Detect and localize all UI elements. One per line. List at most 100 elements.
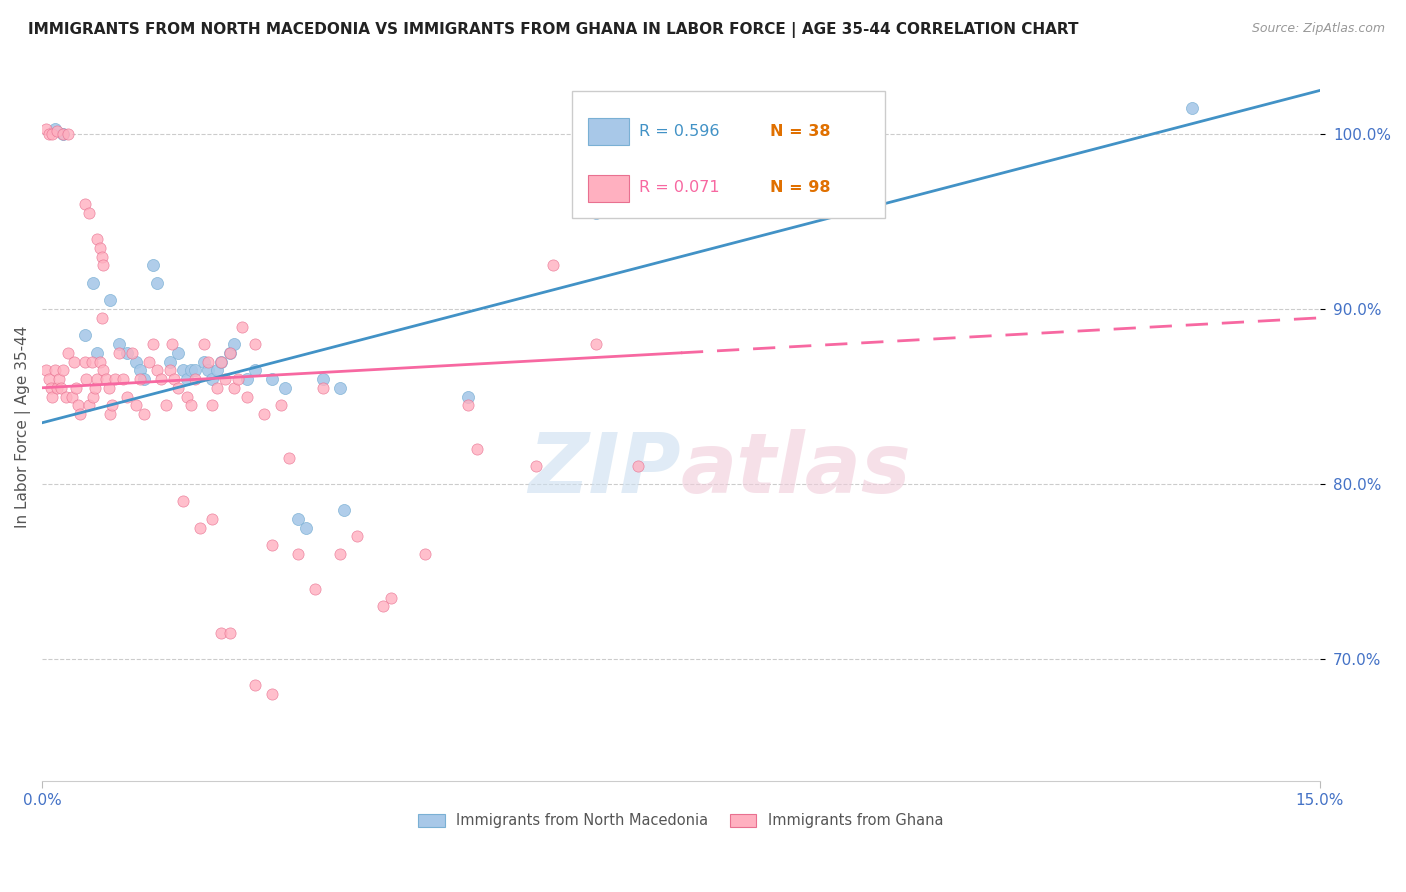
Point: [146, 276, 169, 290]
Point: [201, 372, 224, 386]
Point: [46, 124, 69, 138]
Point: [101, 398, 124, 412]
Point: [262, 687, 284, 701]
Point: [312, 372, 335, 386]
Point: [218, 346, 240, 360]
Point: [180, 398, 202, 412]
Point: [172, 494, 194, 508]
Point: [49, 381, 72, 395]
Point: [142, 258, 165, 272]
Point: [142, 337, 165, 351]
Point: [46, 381, 69, 395]
Text: IMMIGRANTS FROM NORTH MACEDONIA VS IMMIGRANTS FROM GHANA IN LABOR FORCE | AGE 35: IMMIGRANTS FROM NORTH MACEDONIA VS IMMIG…: [28, 22, 1078, 38]
Point: [93, 363, 115, 377]
Point: [262, 372, 284, 386]
Point: [163, 372, 186, 386]
FancyBboxPatch shape: [572, 91, 886, 219]
Point: [209, 354, 232, 368]
Point: [193, 354, 215, 368]
Point: [56, 346, 79, 360]
Point: [117, 390, 139, 404]
Point: [38, 372, 60, 386]
Point: [346, 529, 368, 543]
Point: [180, 363, 202, 377]
Point: [82, 390, 104, 404]
Point: [188, 521, 211, 535]
Point: [270, 398, 292, 412]
Point: [86, 346, 108, 360]
Point: [201, 512, 224, 526]
Point: [201, 398, 224, 412]
Point: [77, 398, 100, 412]
Point: [585, 337, 607, 351]
Point: [231, 319, 253, 334]
Point: [415, 547, 437, 561]
Point: [73, 328, 96, 343]
Point: [329, 547, 352, 561]
Point: [159, 354, 181, 368]
Point: [222, 337, 245, 351]
Point: [94, 372, 117, 386]
Point: [44, 122, 66, 136]
Text: N = 98: N = 98: [770, 180, 831, 195]
Point: [129, 372, 152, 386]
Point: [125, 398, 148, 412]
Point: [41, 390, 63, 404]
Point: [63, 354, 86, 368]
Point: [214, 372, 236, 386]
Point: [35, 363, 58, 377]
Point: [160, 337, 183, 351]
Point: [627, 459, 650, 474]
Point: [52, 363, 75, 377]
Point: [93, 258, 115, 272]
Point: [89, 241, 111, 255]
Point: [38, 127, 60, 141]
Point: [159, 363, 181, 377]
Point: [243, 337, 266, 351]
Point: [226, 372, 249, 386]
Point: [150, 372, 173, 386]
Point: [193, 337, 215, 351]
Point: [98, 407, 121, 421]
Point: [86, 232, 108, 246]
Point: [138, 354, 160, 368]
Point: [176, 372, 198, 386]
Point: [218, 346, 240, 360]
Point: [125, 354, 148, 368]
Point: [371, 599, 394, 614]
Point: [541, 258, 564, 272]
Point: [103, 372, 125, 386]
Point: [222, 381, 245, 395]
Point: [610, 188, 633, 202]
Point: [176, 390, 198, 404]
Point: [457, 390, 479, 404]
Point: [84, 381, 107, 395]
Point: [235, 372, 257, 386]
Point: [329, 381, 352, 395]
Point: [146, 363, 169, 377]
Point: [209, 354, 232, 368]
Point: [48, 372, 70, 386]
Point: [333, 503, 356, 517]
Point: [262, 538, 284, 552]
Point: [184, 363, 207, 377]
Point: [252, 407, 274, 421]
Point: [73, 197, 96, 211]
FancyBboxPatch shape: [588, 119, 628, 145]
Point: [55, 390, 77, 404]
Point: [39, 381, 62, 395]
Point: [172, 363, 194, 377]
Point: [90, 250, 112, 264]
Point: [585, 206, 607, 220]
Y-axis label: In Labor Force | Age 35-44: In Labor Force | Age 35-44: [15, 326, 31, 528]
FancyBboxPatch shape: [588, 175, 628, 202]
Legend: Immigrants from North Macedonia, Immigrants from Ghana: Immigrants from North Macedonia, Immigra…: [412, 807, 949, 834]
Point: [218, 625, 240, 640]
Text: ZIP: ZIP: [529, 429, 681, 510]
Point: [1181, 101, 1204, 115]
Point: [167, 346, 190, 360]
Point: [197, 363, 219, 377]
Point: [98, 293, 121, 308]
Point: [66, 398, 89, 412]
Point: [243, 363, 266, 377]
